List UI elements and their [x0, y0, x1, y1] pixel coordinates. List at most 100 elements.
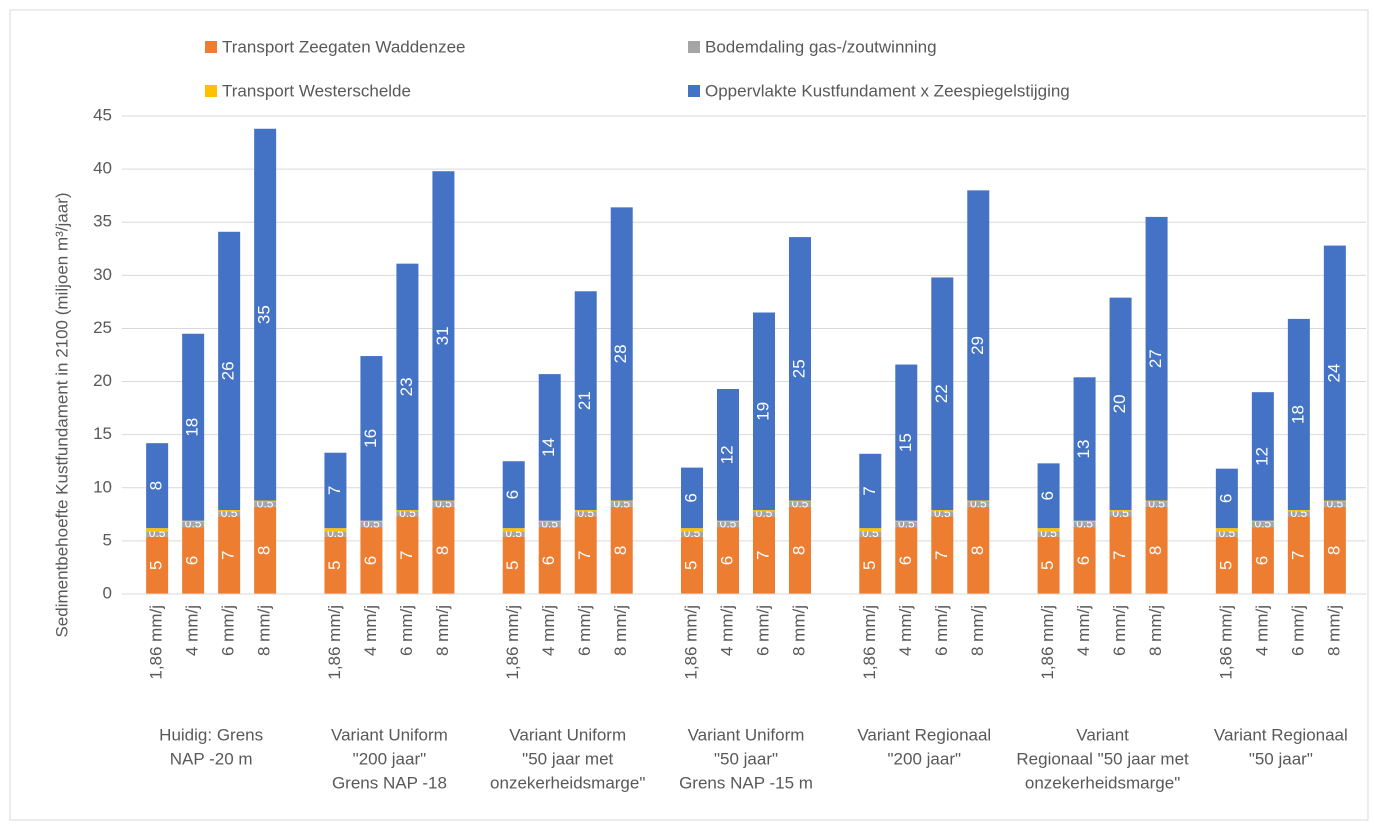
data-label: 6 [896, 556, 915, 565]
bar-segment [1073, 527, 1096, 594]
bar-segment [182, 333, 205, 521]
legend-label: Transport Zeegaten Waddenzee [222, 37, 466, 56]
bar-segment [502, 461, 525, 529]
data-label: 8 [147, 481, 166, 490]
x-tick-label: 4 mm/j [539, 605, 558, 656]
legend-swatch [205, 85, 217, 97]
data-label: 18 [183, 418, 202, 437]
data-label: 8 [789, 546, 808, 555]
data-label: 20 [1110, 394, 1129, 413]
data-label: 8 [611, 546, 630, 555]
bar-segment [146, 531, 169, 537]
data-label: 16 [361, 429, 380, 448]
bar-segment [1323, 501, 1346, 507]
bar-segment [1073, 377, 1096, 521]
bar-segment [360, 527, 383, 594]
bar-segment [538, 520, 561, 522]
data-label: 6 [717, 556, 736, 565]
data-label: 6 [1074, 556, 1093, 565]
bar-segment [967, 506, 990, 594]
bar-segment [1037, 528, 1060, 532]
data-label: 5 [681, 561, 700, 570]
bar-segment [1073, 521, 1096, 528]
bar-segment [218, 511, 241, 517]
data-label: 21 [575, 391, 594, 410]
x-tick-label: 4 mm/j [717, 605, 736, 656]
group-label: Variant Uniform [509, 725, 626, 744]
bar-segment [931, 510, 954, 512]
data-label: 7 [1110, 550, 1129, 559]
data-label: 6 [361, 556, 380, 565]
x-tick-label: 8 mm/j [433, 605, 452, 656]
x-tick-label: 6 mm/j [575, 605, 594, 656]
data-label: 24 [1324, 364, 1343, 383]
data-label: 6 [503, 490, 522, 499]
bar-segment [1145, 501, 1168, 507]
bar-segment [396, 263, 419, 511]
bar-segment [967, 190, 990, 501]
data-label: 7 [397, 550, 416, 559]
bar-segment [610, 506, 633, 594]
data-label: 7 [1288, 550, 1307, 559]
bar-segment [1251, 521, 1274, 528]
group-label: "200 jaar" [353, 749, 427, 768]
group-label: Variant Uniform [688, 725, 805, 744]
data-label: 29 [968, 336, 987, 355]
bar-segment [574, 511, 597, 517]
data-label: 28 [611, 344, 630, 363]
bar-segment [859, 528, 882, 532]
bar-segment [1073, 520, 1096, 522]
y-tick-label: 30 [93, 265, 112, 284]
bar-segment [324, 452, 347, 529]
x-tick-label: 6 mm/j [1110, 605, 1129, 656]
bar-segment [1251, 527, 1274, 594]
bar-segment [1251, 520, 1274, 522]
bar-segment [1323, 245, 1346, 501]
group-label: Grens NAP -15 m [679, 773, 813, 792]
data-label: 23 [397, 377, 416, 396]
group-label: Grens NAP -18 [332, 773, 447, 792]
bar-segment [432, 500, 455, 502]
bar-segment [574, 516, 597, 594]
x-tick-label: 8 mm/j [255, 605, 274, 656]
bar-segment [681, 467, 703, 529]
data-label: 8 [1324, 546, 1343, 555]
bar-segment [859, 536, 882, 594]
bar-segment [1145, 506, 1168, 594]
bar-segment [360, 520, 383, 522]
x-tick-label: 6 mm/j [219, 605, 238, 656]
bar-segment [218, 510, 241, 512]
bar-segment [1109, 297, 1132, 511]
bar-segment [538, 527, 561, 594]
bar-segment [753, 510, 775, 512]
x-tick-label: 1,86 mm/j [325, 605, 344, 680]
data-label: 5 [503, 561, 522, 570]
group-label: onzekerheidsmarge" [1025, 773, 1180, 792]
bar-segment [610, 501, 633, 507]
bar-segment [610, 500, 633, 502]
x-tick-label: 1,86 mm/j [860, 605, 879, 680]
bar-segment [1215, 468, 1238, 529]
data-label: 6 [1216, 494, 1235, 503]
x-tick-label: 8 mm/j [1146, 605, 1165, 656]
bar-segment [1215, 536, 1238, 594]
group-label: Variant [1076, 725, 1129, 744]
bar-segment [859, 453, 882, 529]
x-tick-label: 6 mm/j [932, 605, 951, 656]
data-label: 8 [1146, 546, 1165, 555]
bar-segment [502, 536, 525, 594]
bar-segment [681, 528, 703, 532]
data-label: 8 [968, 546, 987, 555]
data-label: 7 [325, 486, 344, 495]
bar-segment [789, 500, 811, 502]
data-label: 7 [753, 550, 772, 559]
data-label: 31 [433, 326, 452, 345]
bar-segment [254, 501, 277, 507]
y-tick-label: 45 [93, 105, 112, 124]
x-tick-label: 6 mm/j [753, 605, 772, 656]
data-label: 15 [896, 433, 915, 452]
data-label: 25 [789, 359, 808, 378]
bar-segment [182, 527, 205, 594]
bar-segment [753, 516, 775, 594]
data-label: 14 [539, 438, 558, 457]
